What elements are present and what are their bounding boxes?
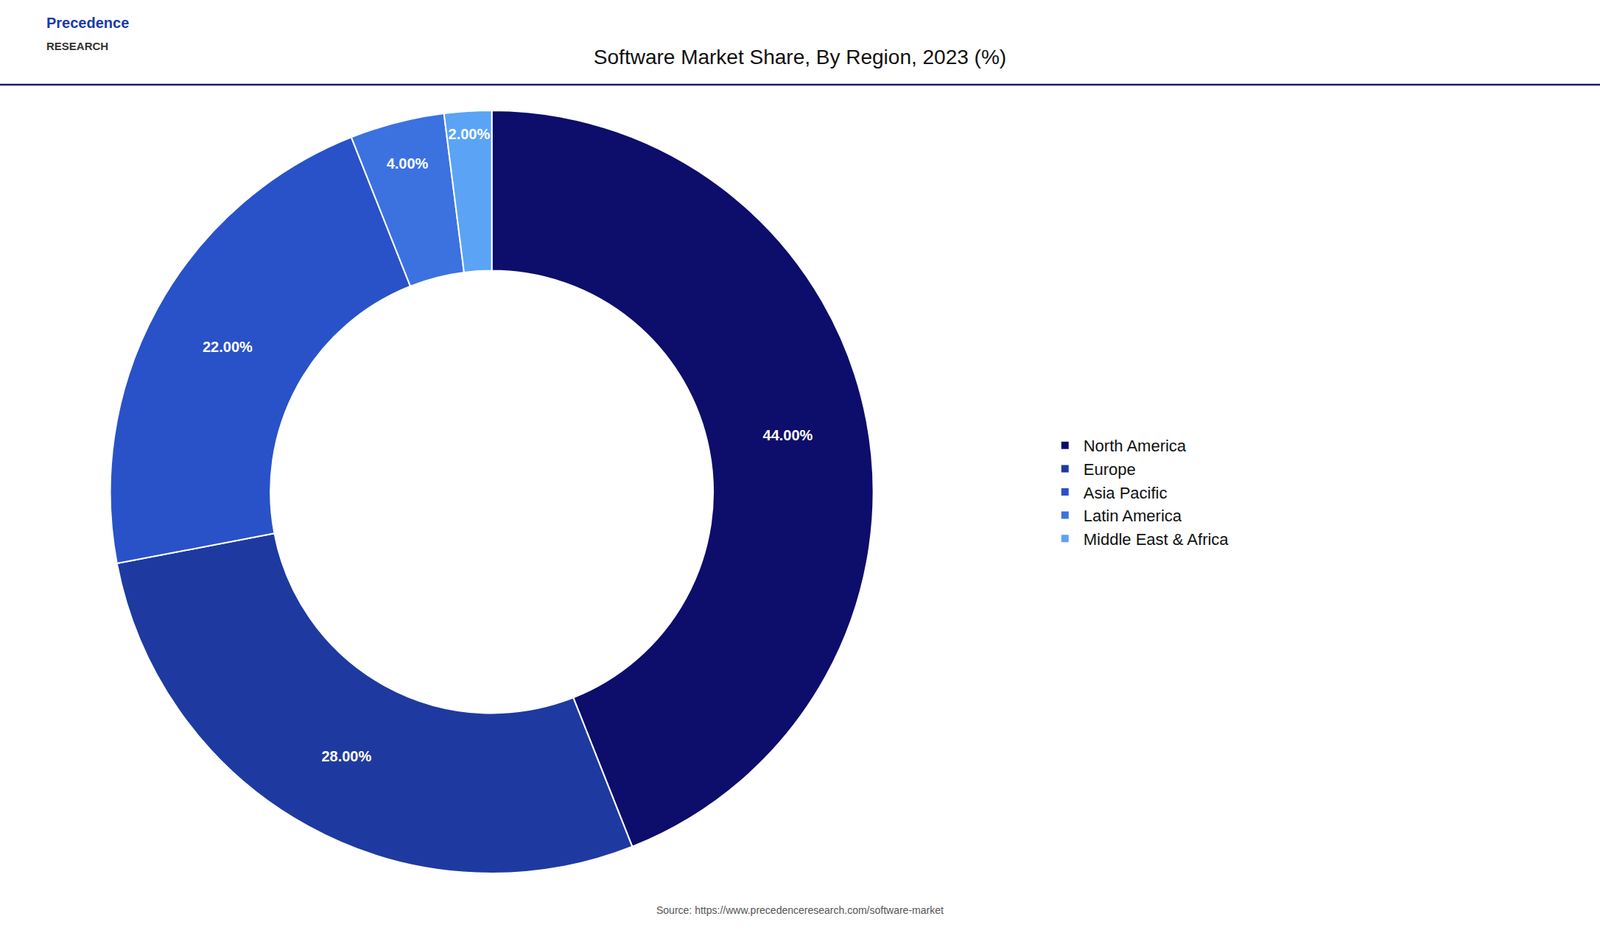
svg-text:Precedence: Precedence bbox=[46, 14, 129, 31]
svg-text:Europe: Europe bbox=[1083, 460, 1136, 479]
svg-text:44.00%: 44.00% bbox=[763, 427, 814, 444]
svg-text:Source: https://www.precedence: Source: https://www.precedenceresearch.c… bbox=[656, 904, 944, 917]
svg-text:North America: North America bbox=[1083, 436, 1187, 456]
svg-text:Software Market Share, By Regi: Software Market Share, By Region, 2023 (… bbox=[593, 45, 1007, 69]
svg-text:22.00%: 22.00% bbox=[202, 338, 253, 356]
svg-text:28.00%: 28.00% bbox=[321, 748, 372, 765]
svg-text:RESEARCH: RESEARCH bbox=[46, 39, 109, 53]
svg-text:Asia Pacific: Asia Pacific bbox=[1083, 483, 1168, 503]
svg-text:Middle East & Africa: Middle East & Africa bbox=[1083, 530, 1230, 549]
svg-text:Latin America: Latin America bbox=[1083, 506, 1183, 526]
svg-text:2.00%: 2.00% bbox=[448, 125, 491, 143]
svg-text:4.00%: 4.00% bbox=[386, 155, 429, 172]
